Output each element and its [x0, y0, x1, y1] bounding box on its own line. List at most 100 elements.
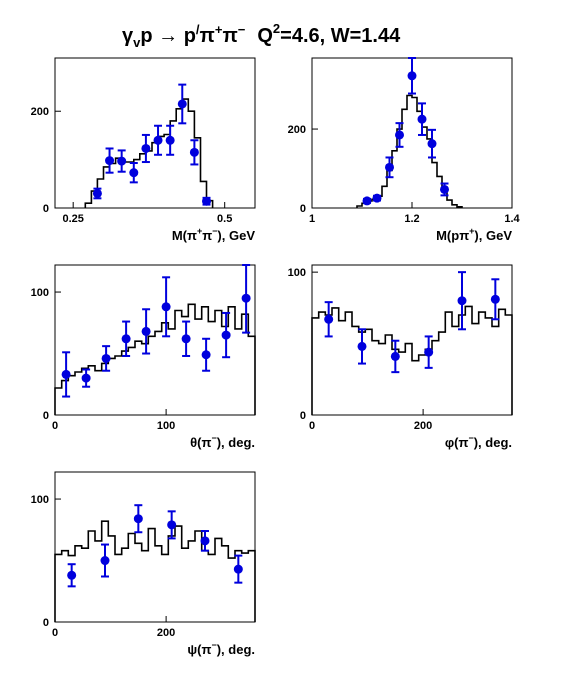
data-marker — [241, 293, 251, 303]
data-point — [200, 530, 210, 552]
data-marker — [372, 193, 382, 203]
data-marker — [440, 184, 449, 194]
panel-5: 0 200 0 100 ψ(π−), deg. — [31, 471, 256, 657]
data-point — [117, 149, 127, 173]
panel-frame — [54, 471, 256, 623]
data-marker — [61, 369, 71, 379]
data-point — [390, 339, 400, 374]
x-axis-label-part: ), deg. — [217, 642, 255, 657]
data-point — [202, 196, 212, 206]
y-tick-label: 200 — [288, 124, 306, 136]
data-point — [100, 543, 110, 578]
data-marker — [141, 143, 151, 153]
data-marker — [153, 135, 163, 145]
data-marker — [101, 353, 111, 363]
data-marker — [233, 564, 243, 574]
data-point — [324, 301, 334, 338]
title-gamma: γ — [122, 25, 134, 47]
data-marker — [221, 330, 231, 340]
data-point — [177, 83, 187, 125]
panel-frame — [54, 264, 256, 416]
x-axis-label-part: M(pπ — [436, 228, 469, 243]
data-marker — [200, 536, 210, 546]
data-marker — [67, 570, 77, 580]
x-tick-label: 100 — [157, 420, 175, 432]
data-point — [490, 278, 500, 321]
title-minus: − — [238, 22, 246, 37]
model-histogram — [311, 305, 513, 415]
x-axis-label: θ(π−), deg. — [190, 433, 255, 450]
data-point — [372, 193, 382, 203]
data-marker — [177, 99, 187, 109]
x-axis-label: ψ(π−), deg. — [187, 640, 255, 657]
data-marker — [202, 196, 212, 206]
x-axis-label-part: ), GeV — [474, 228, 512, 243]
x-tick-label: 1.4 — [504, 213, 520, 225]
data-point — [129, 162, 139, 184]
data-marker — [121, 334, 131, 344]
y-tick-label: 100 — [288, 267, 306, 279]
data-point — [395, 122, 404, 148]
data-point — [181, 320, 191, 357]
data-point — [407, 57, 417, 95]
data-point — [67, 563, 77, 588]
data-point — [417, 102, 427, 136]
title-sub-v: v — [133, 35, 141, 50]
x-tick-label: 200 — [414, 420, 432, 432]
data-point — [141, 133, 151, 164]
panel-4: 0 200 0 100 φ(π−), deg. — [288, 264, 513, 450]
title-p2: p — [184, 25, 196, 47]
data-marker — [490, 294, 500, 304]
data-point — [133, 504, 143, 534]
y-tick-label: 200 — [31, 106, 49, 118]
x-axis-label-superscript: − — [211, 640, 216, 650]
x-axis-label-part: ), GeV — [217, 228, 255, 243]
model-histogram — [54, 520, 256, 622]
panel-2: 1 1.2 1.4 0 200 M(pπ+), GeV — [288, 57, 521, 243]
title-p: p — [140, 25, 152, 47]
panel-frame — [54, 57, 256, 209]
data-point — [101, 345, 111, 372]
title-rest: =4.6, W=1.44 — [280, 25, 401, 47]
x-tick-label: 1 — [309, 213, 315, 225]
data-point — [81, 368, 91, 388]
x-axis-label-part: φ(π — [445, 435, 469, 450]
y-tick-label: 0 — [300, 410, 306, 422]
x-tick-label: 0 — [52, 627, 58, 639]
data-marker — [201, 350, 211, 360]
x-tick-label: 0 — [52, 420, 58, 432]
y-tick-label: 0 — [43, 410, 49, 422]
data-point — [167, 510, 177, 540]
figure-title: γvp → p/π+π− Q2=4.6, W=1.44 — [122, 21, 401, 50]
panel-3: 0 100 0 100 θ(π−), deg. — [31, 264, 256, 450]
data-marker — [417, 114, 427, 124]
data-marker — [390, 351, 400, 361]
data-marker — [424, 347, 434, 357]
data-point — [385, 156, 394, 179]
data-marker — [161, 302, 171, 312]
y-tick-label: 0 — [43, 203, 49, 215]
title-pi1: π — [200, 25, 215, 47]
x-axis-label-part: π — [202, 228, 212, 243]
data-marker — [165, 135, 175, 145]
data-marker — [427, 139, 437, 149]
x-axis-label-superscript: − — [212, 226, 217, 236]
data-marker — [100, 556, 110, 566]
data-point — [161, 276, 171, 338]
y-tick-label: 100 — [31, 494, 49, 506]
data-marker — [357, 341, 367, 351]
data-point — [201, 337, 211, 372]
data-marker — [385, 162, 394, 172]
model-histogram — [54, 303, 256, 415]
panel-frame — [311, 264, 513, 416]
data-marker — [105, 156, 115, 166]
x-axis-label-part: ), deg. — [474, 435, 512, 450]
data-point — [457, 271, 467, 331]
y-tick-label: 0 — [300, 203, 306, 215]
title-arrow: → — [153, 25, 184, 47]
title-q: Q — [257, 25, 273, 47]
data-point — [153, 124, 163, 156]
data-point — [221, 311, 231, 359]
